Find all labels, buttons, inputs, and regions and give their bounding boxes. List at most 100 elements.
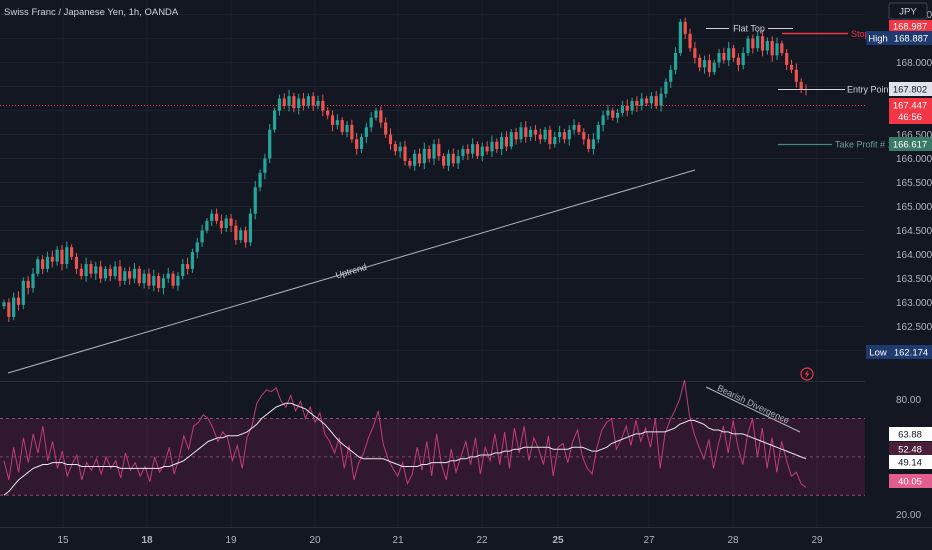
candle[interactable] xyxy=(258,169,262,192)
candle[interactable] xyxy=(147,268,151,290)
candle[interactable] xyxy=(785,48,789,71)
candle[interactable] xyxy=(553,131,557,148)
candle[interactable] xyxy=(731,44,736,62)
candle[interactable] xyxy=(330,110,335,132)
candle[interactable] xyxy=(615,108,620,123)
candle[interactable] xyxy=(432,139,436,165)
candle[interactable] xyxy=(548,125,552,150)
candle[interactable] xyxy=(311,92,315,111)
candle[interactable] xyxy=(205,218,209,234)
candle[interactable] xyxy=(384,117,388,138)
candle[interactable] xyxy=(471,138,475,159)
candle[interactable] xyxy=(591,132,596,155)
candle[interactable] xyxy=(688,28,692,52)
candle[interactable] xyxy=(74,252,79,275)
candle[interactable] xyxy=(741,47,745,70)
candle[interactable] xyxy=(195,237,199,259)
candle[interactable] xyxy=(214,208,219,225)
rsi-pane[interactable] xyxy=(0,382,865,527)
candle[interactable] xyxy=(355,132,359,155)
candle[interactable] xyxy=(369,111,373,132)
candle[interactable] xyxy=(509,129,513,150)
candle[interactable] xyxy=(780,40,784,56)
candle[interactable] xyxy=(161,273,166,295)
candle[interactable] xyxy=(263,153,267,180)
candle[interactable] xyxy=(306,93,310,109)
candle[interactable] xyxy=(2,299,6,310)
candle[interactable] xyxy=(644,95,649,107)
candle[interactable] xyxy=(253,180,257,220)
rsi-ma-line[interactable] xyxy=(3,402,807,496)
candle[interactable] xyxy=(326,107,330,120)
candle[interactable] xyxy=(364,122,368,144)
candle[interactable] xyxy=(185,257,190,275)
candle[interactable] xyxy=(128,266,132,285)
candle[interactable] xyxy=(625,99,629,117)
candle[interactable] xyxy=(219,214,224,234)
candle[interactable] xyxy=(132,263,137,284)
candle[interactable] xyxy=(316,95,320,110)
candle[interactable] xyxy=(683,17,687,39)
candle[interactable] xyxy=(533,125,538,141)
candle[interactable] xyxy=(190,248,195,273)
candle[interactable] xyxy=(345,120,349,138)
candle[interactable] xyxy=(282,93,286,110)
candle[interactable] xyxy=(442,153,446,169)
candle[interactable] xyxy=(654,90,658,110)
candle[interactable] xyxy=(799,78,803,93)
candle[interactable] xyxy=(379,106,383,128)
candle[interactable] xyxy=(292,92,296,113)
candle[interactable] xyxy=(630,97,634,115)
candle[interactable] xyxy=(224,215,228,233)
candle[interactable] xyxy=(756,31,760,52)
candle[interactable] xyxy=(558,125,562,143)
candle[interactable] xyxy=(746,35,750,56)
candle[interactable] xyxy=(794,63,798,88)
candle[interactable] xyxy=(698,54,702,72)
candle[interactable] xyxy=(142,269,146,289)
candle[interactable] xyxy=(26,276,30,295)
candle[interactable] xyxy=(200,224,204,248)
candle[interactable] xyxy=(413,149,417,171)
candle[interactable] xyxy=(775,37,779,60)
candle[interactable] xyxy=(31,267,35,293)
candle[interactable] xyxy=(152,269,156,292)
candle[interactable] xyxy=(340,117,344,136)
candle[interactable] xyxy=(210,209,214,227)
candle[interactable] xyxy=(70,244,74,260)
candle[interactable] xyxy=(301,92,306,111)
candle[interactable] xyxy=(243,226,248,248)
candle[interactable] xyxy=(41,255,45,275)
candle[interactable] xyxy=(606,104,610,120)
candle[interactable] xyxy=(586,134,591,153)
candle[interactable] xyxy=(123,267,127,285)
candle[interactable] xyxy=(422,142,426,170)
candle[interactable] xyxy=(388,128,393,150)
uptrend-line[interactable] xyxy=(7,169,696,374)
candle[interactable] xyxy=(480,142,484,162)
candle[interactable] xyxy=(89,260,93,278)
candle[interactable] xyxy=(707,54,711,77)
candle[interactable] xyxy=(543,126,547,143)
candle[interactable] xyxy=(268,123,272,164)
candle[interactable] xyxy=(475,141,480,159)
candle[interactable] xyxy=(789,59,794,74)
candle[interactable] xyxy=(118,260,122,287)
candle[interactable] xyxy=(65,241,69,269)
candle[interactable] xyxy=(137,265,141,287)
candle[interactable] xyxy=(601,110,605,132)
candle[interactable] xyxy=(229,213,233,233)
candle[interactable] xyxy=(495,138,499,153)
candle[interactable] xyxy=(456,149,460,170)
candle[interactable] xyxy=(108,264,112,282)
candle[interactable] xyxy=(577,122,581,136)
candle[interactable] xyxy=(36,256,40,277)
candle[interactable] xyxy=(417,148,422,167)
candle[interactable] xyxy=(157,272,161,293)
candle[interactable] xyxy=(84,257,88,282)
candle[interactable] xyxy=(374,107,378,121)
candle[interactable] xyxy=(596,121,600,144)
candle[interactable] xyxy=(248,208,252,246)
candle[interactable] xyxy=(94,261,98,280)
candle[interactable] xyxy=(359,133,364,153)
